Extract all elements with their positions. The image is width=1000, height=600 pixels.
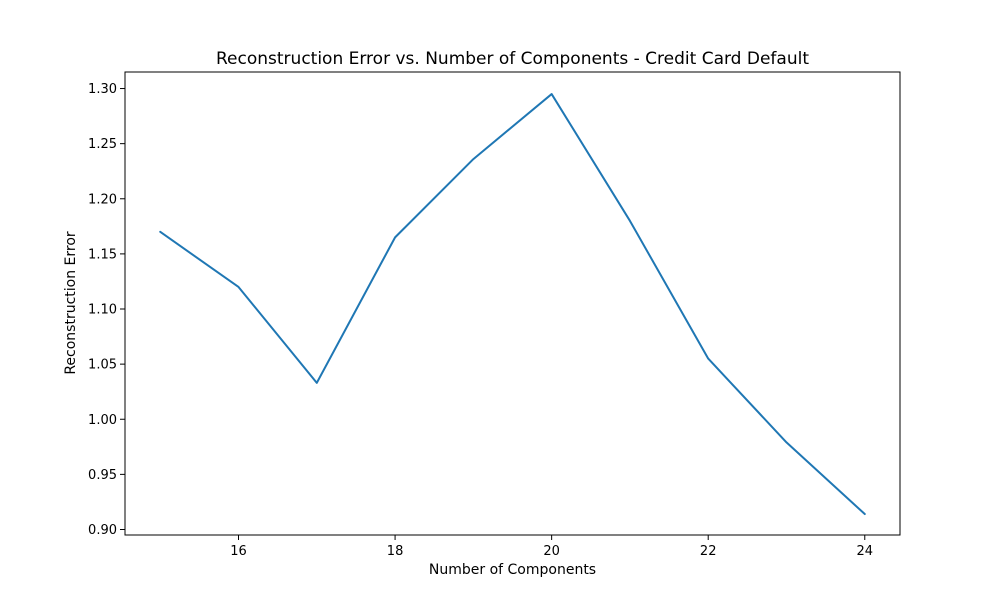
- plot-area: 16 18 20 22 24 0.90 0.95 1.00 1.05 1.10 1.15 1.20 1.…: [88, 71, 901, 559]
- x-tick-label: 20: [543, 544, 560, 559]
- x-tick-label: 18: [387, 544, 404, 559]
- x-tick-label: 22: [700, 544, 717, 559]
- x-tick-label: 16: [230, 544, 247, 559]
- y-tick-label: 1.15: [88, 247, 117, 262]
- y-tick-label: 1.20: [88, 192, 117, 207]
- y-tick-label: 1.00: [88, 413, 117, 428]
- x-axis-label: Number of Components: [429, 562, 596, 578]
- chart-title: Reconstruction Error vs. Number of Compo…: [216, 49, 809, 69]
- y-axis-label: Reconstruction Error: [63, 231, 79, 375]
- y-tick-label: 1.05: [88, 358, 117, 373]
- x-tick-label: 24: [856, 544, 873, 559]
- y-tick-label: 1.10: [88, 303, 117, 318]
- y-tick-label: 1.25: [88, 137, 117, 152]
- series-line: [159, 93, 866, 516]
- y-tick-label: 0.90: [88, 523, 117, 538]
- y-tick-label: 1.30: [88, 82, 117, 97]
- y-tick-label: 0.95: [88, 468, 117, 483]
- plot-frame: [124, 71, 901, 536]
